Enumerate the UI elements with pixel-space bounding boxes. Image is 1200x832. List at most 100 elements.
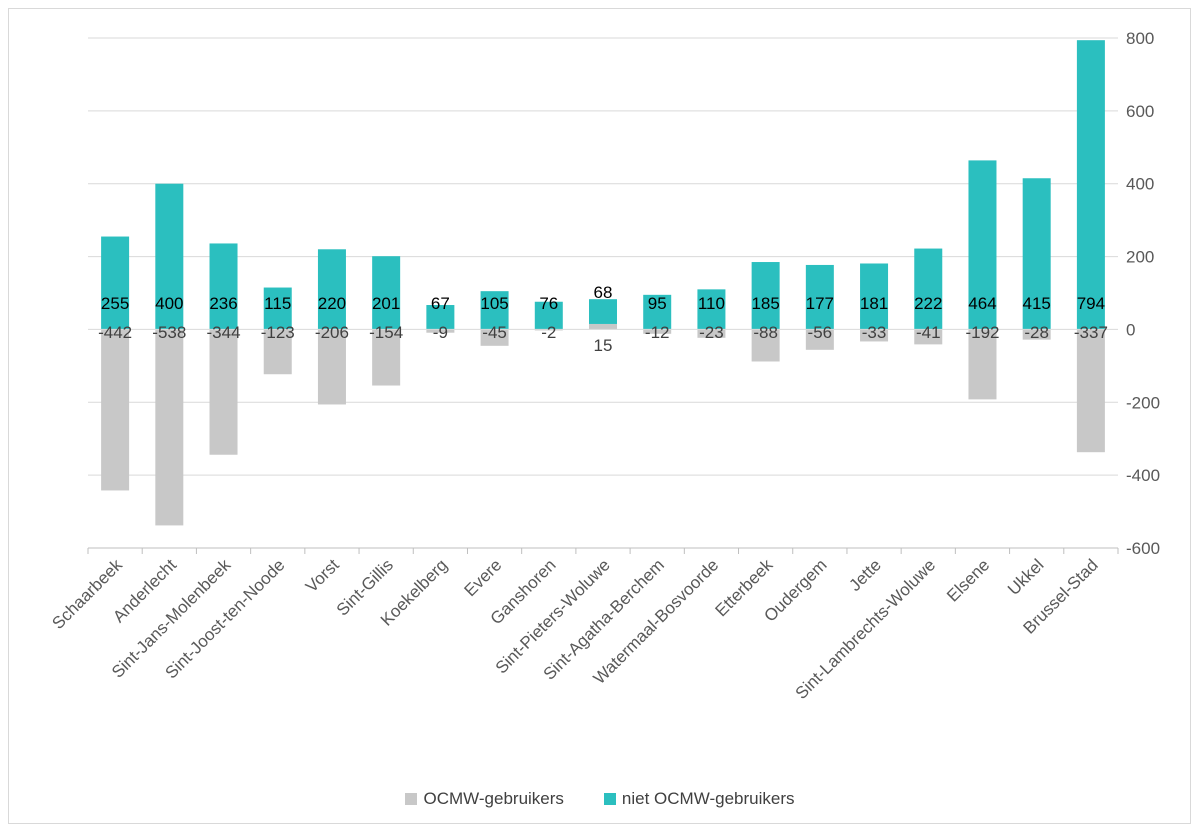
- data-label-ocmw: -45: [482, 323, 507, 342]
- y-tick-label: 800: [1126, 29, 1154, 48]
- data-label-ocmw: -12: [645, 323, 670, 342]
- data-label-niet-ocmw: 95: [648, 294, 667, 313]
- bar-ocmw: [480, 329, 509, 346]
- x-category-label: Elsene: [943, 555, 993, 605]
- bar-ocmw: [860, 329, 889, 342]
- y-tick-label: -200: [1126, 393, 1160, 412]
- legend-item-1: niet OCMW-gebruikers: [603, 789, 795, 809]
- data-label-niet-ocmw: 110: [698, 294, 725, 313]
- x-axis-categories: SchaarbeekAnderlechtSint-Jans-MolenbeekS…: [48, 555, 1101, 703]
- data-label-niet-ocmw: 68: [594, 283, 613, 302]
- data-label-ocmw: -123: [261, 323, 295, 342]
- legend-label: niet OCMW-gebruikers: [621, 789, 795, 808]
- data-label-niet-ocmw: 255: [101, 294, 129, 313]
- bar-niet-ocmw: [317, 249, 346, 330]
- y-axis-ticks: 800 600 400 200 0 -200 -400 -600: [1126, 29, 1160, 558]
- bar-ocmw: [209, 329, 238, 455]
- data-label-ocmw: -538: [152, 323, 186, 342]
- legend-swatch: [405, 793, 418, 805]
- data-label-ocmw: -154: [369, 323, 403, 342]
- bar-ocmw: [1022, 329, 1051, 340]
- y-tick-label: 400: [1126, 175, 1154, 194]
- data-label-niet-ocmw: 181: [860, 294, 888, 313]
- bar-niet-ocmw: [1076, 40, 1105, 330]
- data-label-ocmw: 15: [594, 336, 613, 355]
- y-tick-label: 0: [1126, 320, 1135, 339]
- y-tick-label: 200: [1126, 248, 1154, 267]
- bar-niet-ocmw: [263, 287, 292, 330]
- bar-ocmw: [914, 329, 943, 345]
- data-label-niet-ocmw: 67: [431, 294, 450, 313]
- data-label-ocmw: -9: [433, 323, 448, 342]
- bar-ocmw: [968, 329, 997, 400]
- data-label-ocmw: -88: [753, 323, 778, 342]
- bar-ocmw: [805, 329, 834, 350]
- bar-niet-ocmw: [643, 294, 672, 330]
- bar-niet-ocmw: [534, 301, 563, 330]
- data-label-ocmw: -442: [98, 323, 132, 342]
- x-category-label: Evere: [461, 555, 506, 600]
- data-label-niet-ocmw: 222: [914, 294, 942, 313]
- data-label-ocmw: -344: [207, 323, 241, 342]
- data-label-niet-ocmw: 464: [968, 294, 996, 313]
- axes: [87, 328, 1119, 554]
- legend-label: OCMW-gebruikers: [423, 789, 564, 808]
- data-label-ocmw: -28: [1024, 323, 1049, 342]
- bar-niet-ocmw: [805, 264, 834, 330]
- y-tick-label: 600: [1126, 102, 1154, 121]
- bar-niet-ocmw: [101, 236, 130, 330]
- bar-ocmw: [751, 329, 780, 362]
- data-label-ocmw: -206: [315, 323, 349, 342]
- legend-item-0: OCMW-gebruikers: [405, 789, 564, 809]
- data-label-niet-ocmw: 185: [751, 294, 779, 313]
- bars: [101, 40, 1105, 526]
- bar-niet-ocmw: [155, 183, 184, 330]
- y-tick-label: -400: [1126, 466, 1160, 485]
- data-label-niet-ocmw: 105: [480, 294, 508, 313]
- data-label-niet-ocmw: 115: [264, 294, 291, 313]
- bar-niet-ocmw: [860, 263, 889, 330]
- data-label-ocmw: -337: [1074, 323, 1108, 342]
- bar-ocmw: [1076, 329, 1105, 453]
- chart-frame: [8, 8, 1191, 824]
- bar-niet-ocmw: [1022, 178, 1051, 330]
- x-category-label: Vorst: [302, 555, 343, 596]
- data-label-ocmw: -41: [916, 323, 941, 342]
- data-label-niet-ocmw: 236: [209, 294, 237, 313]
- x-category-label: Jette: [845, 555, 884, 594]
- bar-niet-ocmw: [914, 248, 943, 330]
- bar-ocmw: [263, 329, 292, 375]
- data-label-ocmw: -56: [808, 323, 833, 342]
- x-category-label: Ukkel: [1004, 555, 1047, 598]
- legend: OCMW-gebruikers niet OCMW-gebruikers: [0, 789, 1200, 809]
- data-label-niet-ocmw: 220: [318, 294, 346, 313]
- bar-ocmw: [589, 323, 617, 330]
- legend-swatch: [603, 793, 616, 805]
- bar-ocmw: [155, 329, 184, 526]
- data-label-niet-ocmw: 76: [539, 294, 558, 313]
- bar-ocmw: [372, 329, 401, 386]
- data-label-ocmw: -2: [541, 323, 556, 342]
- data-label-niet-ocmw: 201: [372, 294, 400, 313]
- bar-niet-ocmw: [968, 160, 997, 330]
- data-label-niet-ocmw: 400: [155, 294, 183, 313]
- gridlines: [88, 37, 1118, 549]
- data-label-niet-ocmw: 415: [1022, 294, 1050, 313]
- bar-ocmw: [426, 329, 455, 333]
- bar-niet-ocmw: [372, 256, 401, 330]
- data-label-ocmw: -192: [965, 323, 999, 342]
- y-tick-label: -600: [1126, 539, 1160, 558]
- data-label-ocmw: -33: [862, 323, 887, 342]
- bar-ocmw: [101, 329, 130, 491]
- data-label-niet-ocmw: 177: [806, 294, 834, 313]
- bar-niet-ocmw: [751, 262, 780, 330]
- bar-niet-ocmw: [426, 305, 455, 330]
- data-labels: 255 -442 400 -538 236 -344 115 -123 220 -206 201 -1…: [98, 283, 1108, 355]
- x-category-label: Schaarbeek: [48, 555, 126, 633]
- data-label-ocmw: -23: [699, 323, 724, 342]
- data-label-niet-ocmw: 794: [1077, 294, 1105, 313]
- bar-ocmw: [643, 329, 672, 334]
- bar-ocmw: [317, 329, 346, 405]
- bar-niet-ocmw: [209, 243, 238, 330]
